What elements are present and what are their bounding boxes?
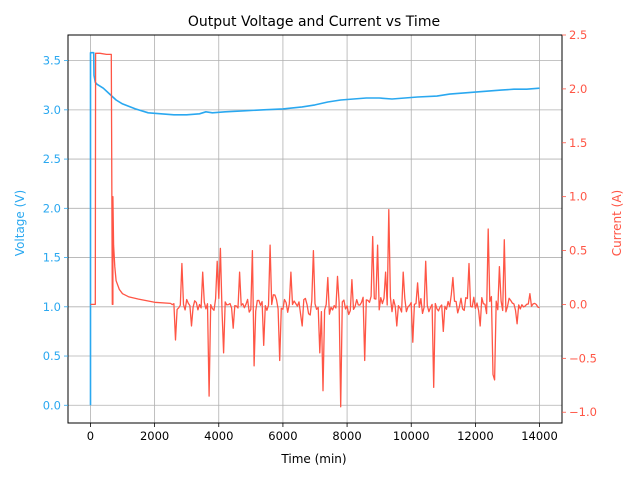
x-tick-label: 14000 (521, 429, 558, 443)
x-tick-label: 4000 (204, 429, 233, 443)
x-axis-title: Time (min) (280, 452, 346, 466)
y-right-tick-label: −0.5 (569, 351, 597, 365)
x-axis: 0 2000 4000 6000 8000 10000 12000 14000 (87, 423, 558, 443)
grid-lines (68, 35, 562, 423)
y-right-tick-label: 2.0 (569, 82, 587, 96)
x-tick-label: 8000 (332, 429, 361, 443)
y-axis-left: 0.0 0.5 1.0 1.5 2.0 2.5 3.0 3.5 (43, 54, 68, 412)
y-axis-right-title: Current (A) (610, 190, 624, 256)
y-right-tick-label: 1.0 (569, 190, 587, 204)
y-left-tick-label: 0.0 (43, 398, 61, 412)
voltage-series (89, 51, 540, 406)
y-left-tick-label: 0.5 (43, 349, 61, 363)
x-tick-label: 12000 (457, 429, 494, 443)
chart-title: Output Voltage and Current vs Time (188, 14, 440, 30)
y-right-tick-label: 2.5 (569, 28, 587, 42)
y-left-tick-label: 2.0 (43, 201, 61, 215)
plot-frame (67, 34, 563, 424)
y-right-tick-label: 0.0 (569, 297, 587, 311)
y-left-tick-label: 1.5 (43, 251, 61, 265)
y-left-tick-label: 3.5 (43, 54, 61, 68)
y-right-tick-label: 1.5 (569, 136, 587, 150)
current-line (90, 52, 540, 408)
y-axis-right: −1.0 −0.5 0.0 0.5 1.0 1.5 2.0 2.5 (562, 28, 597, 419)
y-right-tick-label: −1.0 (569, 405, 597, 419)
x-tick-label: 10000 (393, 429, 430, 443)
y-axis-left-title: Voltage (V) (13, 190, 27, 256)
x-tick-label: 0 (87, 429, 94, 443)
x-tick-label: 2000 (140, 429, 169, 443)
y-left-tick-label: 1.0 (43, 300, 61, 314)
x-tick-label: 6000 (268, 429, 297, 443)
y-left-tick-label: 3.0 (43, 103, 61, 117)
voltage-line (89, 51, 540, 406)
y-left-tick-label: 2.5 (43, 152, 61, 166)
current-series (90, 52, 540, 408)
y-right-tick-label: 0.5 (569, 244, 587, 258)
